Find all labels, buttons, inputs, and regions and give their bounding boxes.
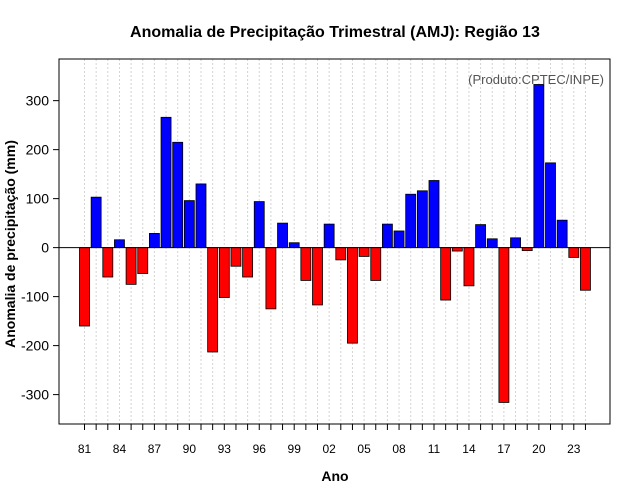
bar-1984 xyxy=(114,239,125,249)
bar-1992 xyxy=(207,247,219,353)
bar-1999 xyxy=(288,242,300,249)
x-tick-label: 08 xyxy=(392,442,406,456)
bar-2022 xyxy=(556,219,568,249)
bar-2003 xyxy=(335,247,347,261)
bar-2023 xyxy=(568,247,580,258)
bar-1994 xyxy=(230,247,242,267)
bar-1997 xyxy=(265,247,277,310)
y-tick-label: 300 xyxy=(26,93,50,109)
bar-1983 xyxy=(102,247,114,278)
bar-2002 xyxy=(323,223,335,249)
bar-2013 xyxy=(451,247,463,252)
bar-2012 xyxy=(440,247,452,301)
bar-2008 xyxy=(393,230,405,249)
bar-1989 xyxy=(172,141,184,249)
bar-1987 xyxy=(148,233,160,249)
bar-2006 xyxy=(370,247,382,281)
bar-2024 xyxy=(580,247,591,291)
bar-2020 xyxy=(533,84,545,249)
bar-1996 xyxy=(253,201,265,249)
y-axis-label: Anomalia de precipitação (mm) xyxy=(2,140,18,348)
bar-1995 xyxy=(242,247,254,278)
bar-2016 xyxy=(486,238,498,249)
y-tick-label: 0 xyxy=(41,240,49,256)
bar-2007 xyxy=(381,223,393,249)
y-tick-label: 100 xyxy=(26,191,50,207)
bar-2021 xyxy=(545,162,556,249)
bar-2005 xyxy=(358,247,370,257)
x-tick-label: 81 xyxy=(78,442,92,456)
plot-frame xyxy=(58,58,611,425)
x-tick-label: 99 xyxy=(288,442,302,456)
x-axis-label: Ano xyxy=(321,468,348,484)
y-tick-label: 200 xyxy=(26,142,50,158)
bar-1991 xyxy=(195,183,207,249)
bar-1982 xyxy=(90,196,102,249)
x-tick-label: 02 xyxy=(322,442,336,456)
x-tick-label: 93 xyxy=(218,442,232,456)
bar-1998 xyxy=(277,222,288,249)
x-tick-label: 23 xyxy=(567,442,581,456)
y-tick-label: -300 xyxy=(21,387,49,403)
y-tick-label: -200 xyxy=(21,338,49,354)
bar-2018 xyxy=(510,237,521,249)
x-tick-label: 90 xyxy=(183,442,197,456)
x-tick-label: 14 xyxy=(462,442,476,456)
bar-2017 xyxy=(498,247,510,403)
x-axis: 81 84 87 90 93 96 99 02 05 08 11 14 17 20 23 xyxy=(78,424,586,456)
x-tick-label: 05 xyxy=(357,442,371,456)
x-tick-label: 84 xyxy=(113,442,127,456)
bar-1981 xyxy=(79,247,90,327)
bar-2004 xyxy=(347,247,358,344)
x-tick-label: 87 xyxy=(148,442,162,456)
bar-1988 xyxy=(160,116,172,249)
bar-2001 xyxy=(312,247,323,306)
x-tick-label: 96 xyxy=(253,442,267,456)
bar-2015 xyxy=(475,224,487,249)
bar-1993 xyxy=(218,247,230,298)
y-axis: -300 -200 -100 0 100 200 300 xyxy=(21,93,59,403)
chart-title: Anomalia de Precipitação Trimestral (AMJ… xyxy=(130,24,540,41)
credit-text: (Produto:CPTEC/INPE) xyxy=(468,72,604,87)
y-tick-label: -100 xyxy=(21,289,49,305)
bar-2014 xyxy=(463,247,475,287)
bar-1985 xyxy=(125,247,137,285)
bar-2000 xyxy=(300,247,312,281)
bar-2009 xyxy=(405,193,417,249)
bar-1986 xyxy=(137,247,149,274)
bar-2011 xyxy=(428,180,440,249)
x-tick-label: 11 xyxy=(428,442,441,456)
bar-2010 xyxy=(416,190,428,249)
bar-1990 xyxy=(183,200,195,249)
bars xyxy=(79,84,591,403)
x-tick-label: 17 xyxy=(497,442,511,456)
x-tick-label: 20 xyxy=(532,442,546,456)
